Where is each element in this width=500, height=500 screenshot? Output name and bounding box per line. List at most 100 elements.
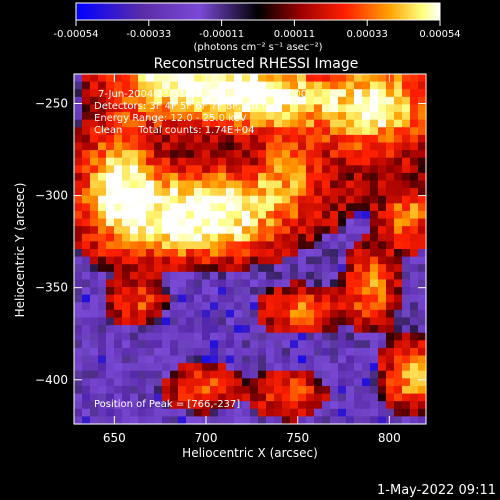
image-cell (274, 256, 283, 265)
image-cell (138, 294, 147, 303)
image-cell (218, 157, 227, 166)
image-cell (210, 134, 219, 144)
image-cell (402, 203, 411, 212)
image-cell (354, 317, 363, 326)
image-cell (114, 89, 123, 98)
image-cell (106, 81, 115, 90)
image-cell (258, 210, 267, 220)
image-cell (210, 127, 219, 136)
image-cell (74, 195, 83, 204)
image-cell (178, 104, 187, 113)
image-cell (170, 142, 179, 151)
image-cell (106, 401, 115, 410)
image-cell (418, 264, 427, 273)
image-cell (186, 340, 195, 349)
image-cell (330, 340, 339, 349)
image-cell (146, 271, 155, 281)
image-cell (186, 96, 195, 106)
image-cell (362, 325, 371, 334)
image-cell (418, 287, 427, 296)
image-cell (338, 218, 347, 227)
image-cell (234, 172, 243, 182)
image-cell (210, 332, 219, 341)
image-cell (354, 378, 363, 387)
image-cell (162, 378, 171, 387)
image-cell (402, 150, 411, 159)
image-cell (306, 203, 315, 212)
y-tick-label: −400 (35, 373, 68, 387)
image-cell (394, 233, 403, 242)
image-cell (402, 112, 411, 121)
image-cell (194, 233, 203, 242)
image-cell (162, 287, 171, 296)
image-cell (170, 302, 179, 311)
image-cell (370, 279, 379, 288)
image-cell (274, 271, 283, 281)
image-cell (298, 385, 307, 395)
image-cell (90, 401, 99, 410)
image-cell (410, 81, 419, 90)
image-cell (202, 157, 211, 166)
image-cell (242, 355, 251, 364)
image-cell (370, 210, 379, 220)
image-cell (218, 165, 227, 174)
image-cell (138, 112, 147, 121)
image-cell (346, 188, 355, 197)
image-cell (170, 89, 179, 98)
image-cell (98, 264, 107, 273)
image-cell (250, 294, 259, 303)
image-cell (418, 256, 427, 265)
image-cell (218, 378, 227, 387)
image-cell (298, 142, 307, 151)
image-cell (306, 332, 315, 341)
image-cell (226, 74, 235, 83)
image-cell (130, 347, 139, 357)
image-cell (330, 287, 339, 296)
image-cell (202, 81, 211, 90)
image-cell (114, 112, 123, 121)
image-cell (234, 294, 243, 303)
image-cell (338, 317, 347, 326)
image-cell (98, 317, 107, 326)
image-cell (290, 249, 299, 258)
image-cell (122, 401, 131, 410)
image-cell (90, 294, 99, 303)
image-cell (370, 249, 379, 258)
image-cell (346, 385, 355, 395)
image-cell (274, 142, 283, 151)
image-cell (370, 188, 379, 197)
image-cell (418, 401, 427, 410)
image-cell (290, 188, 299, 197)
image-cell (306, 150, 315, 159)
image-cell (234, 142, 243, 151)
image-cell (306, 264, 315, 273)
image-cell (330, 74, 339, 83)
image-cell (210, 416, 219, 425)
image-cell (266, 157, 275, 166)
image-cell (362, 317, 371, 326)
colorbar (75, 2, 441, 21)
image-cell (162, 233, 171, 242)
image-cell (322, 287, 331, 296)
image-cell (338, 74, 347, 83)
image-cell (346, 264, 355, 273)
image-cell (266, 233, 275, 242)
image-cell (106, 325, 115, 334)
image-cell (74, 89, 83, 98)
image-cell (418, 134, 427, 144)
image-cell (74, 233, 83, 242)
image-cell (282, 127, 291, 136)
annotation-time: 7-Jun-2004 23:31:52.000 to 23:37:52.000 (98, 89, 307, 100)
image-cell (410, 210, 419, 220)
image-cell (202, 393, 211, 402)
image-cell (314, 393, 323, 402)
image-cell (82, 309, 91, 319)
image-cell (322, 302, 331, 311)
image-cell (218, 81, 227, 90)
image-cell (250, 74, 259, 83)
image-cell (210, 325, 219, 334)
image-cell (194, 256, 203, 265)
image-cell (314, 203, 323, 212)
image-cell (250, 112, 259, 121)
image-cell (146, 256, 155, 265)
